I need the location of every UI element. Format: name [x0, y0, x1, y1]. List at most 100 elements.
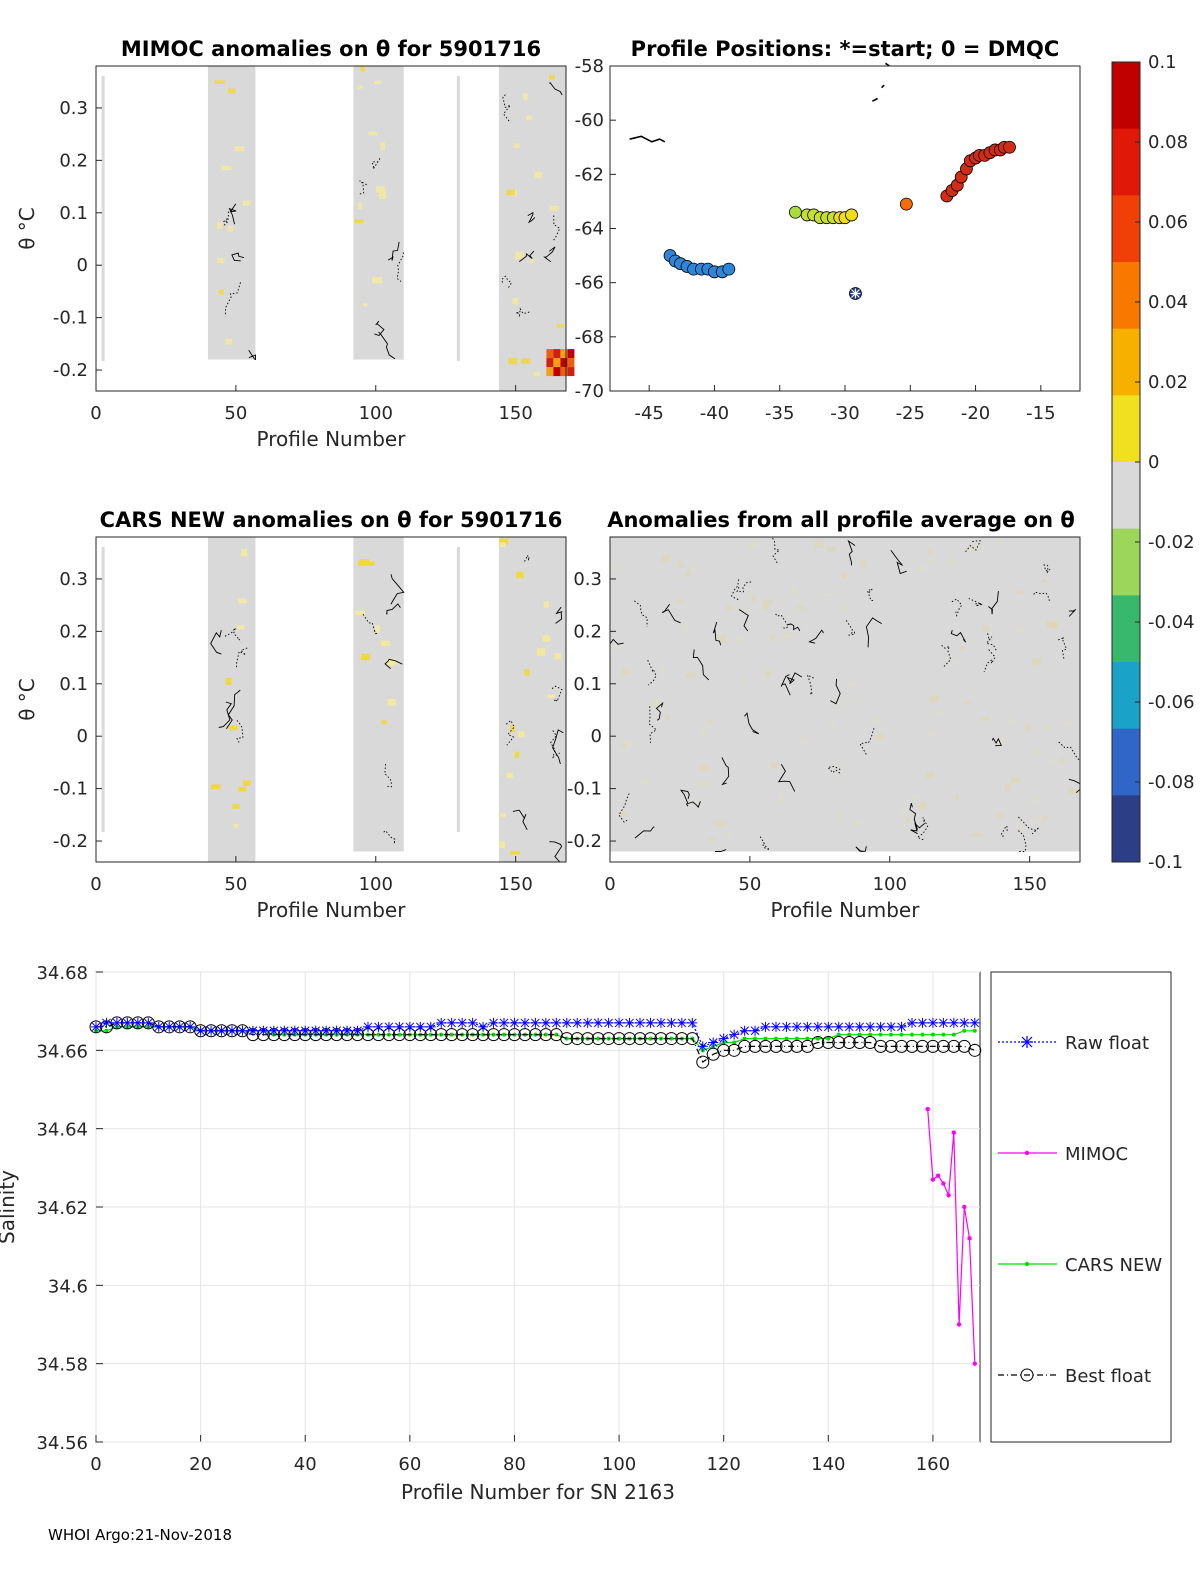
anomaly-patch: [386, 658, 397, 664]
anomaly-patch: [949, 661, 958, 665]
panel-profile-positions: Profile Positions: *=start; 0 = DMQC -45…: [575, 37, 1081, 424]
anomaly-block-2: [498, 537, 566, 862]
footer-credit: WHOI Argo:21-Nov-2018: [48, 1526, 232, 1544]
anomaly-patch: [533, 371, 540, 377]
track-fragment: [629, 135, 666, 143]
contour-line: [826, 765, 842, 775]
anomaly-patch: [1032, 658, 1042, 666]
contour-line: [1068, 609, 1077, 617]
y-tick-label: -70: [575, 381, 604, 402]
raw-float-point: [645, 1017, 656, 1028]
mimoc-point: [967, 1236, 972, 1241]
anomaly-patch: [741, 606, 746, 610]
best-float-point: [675, 1032, 689, 1046]
best-float-point: [936, 1039, 950, 1053]
anomaly-patch: [982, 625, 990, 632]
contour-line: [1043, 564, 1051, 574]
anomaly-patch: [650, 699, 661, 707]
colorbar-tick-label: -0.08: [1148, 772, 1195, 793]
colorbar-segment: [1112, 795, 1140, 863]
anomaly-patch: [237, 625, 245, 630]
anomaly-patch: [211, 784, 221, 790]
anomaly-patch: [925, 772, 934, 779]
cars-new-point: [889, 1032, 894, 1037]
raw-float-point: [206, 1025, 217, 1036]
y-tick-label: -60: [575, 110, 604, 131]
y-tick-label: -0.1: [53, 779, 88, 800]
anomaly-patch: [517, 731, 525, 738]
anomaly-patch: [927, 560, 934, 565]
colorbar-segment: [1112, 662, 1140, 730]
anomaly-patch: [777, 798, 783, 804]
anomaly-patch: [219, 289, 224, 295]
best-float-point: [581, 1032, 595, 1046]
x-tick-label: 50: [738, 874, 761, 895]
raw-float-point: [174, 1021, 185, 1032]
cars-new-point: [805, 1036, 810, 1041]
raw-float-point: [729, 1029, 740, 1040]
contour-line: [543, 246, 556, 263]
anomaly-patch: [221, 165, 232, 171]
contour-line: [226, 689, 241, 730]
anomaly-patch: [387, 698, 396, 706]
contour-line: [224, 627, 241, 641]
y-tick-label: -64: [575, 219, 604, 240]
anomaly-patch: [826, 546, 837, 552]
colorbar-tick-label: 0.06: [1148, 212, 1188, 233]
raw-float-point: [467, 1017, 478, 1028]
best-float-point: [905, 1039, 919, 1053]
y-tick-label: 0.1: [59, 674, 88, 695]
anomaly-patch: [355, 610, 365, 616]
contour-line: [777, 763, 796, 792]
anomaly-patch: [1031, 797, 1040, 804]
colorbar-tick-label: 0: [1148, 452, 1159, 473]
contour-line: [228, 203, 237, 225]
cars-new-point: [376, 1032, 381, 1037]
anomaly-patch: [242, 200, 251, 206]
anomaly-patch: [905, 816, 910, 823]
anomaly-block-0: [610, 537, 1080, 852]
x-tick-label: -15: [1026, 403, 1055, 424]
x-tick-label: 160: [916, 1454, 950, 1475]
raw-float-point: [697, 1041, 708, 1052]
raw-float-point: [143, 1017, 154, 1028]
anomaly-patch: [727, 831, 734, 838]
cars-new-point: [104, 1028, 109, 1033]
raw-float-point: [227, 1025, 237, 1036]
contour-line: [618, 793, 630, 823]
best-float-point: [89, 1020, 103, 1034]
anomaly-patch: [543, 601, 549, 609]
anomaly-patch: [356, 85, 363, 89]
anomaly-patch: [804, 620, 813, 625]
anomaly-patch: [227, 88, 236, 94]
anomaly-patch: [718, 634, 727, 642]
best-float-point: [821, 1036, 835, 1049]
y-tick-label: 0.3: [59, 98, 88, 119]
raw-float-point: [300, 1025, 311, 1036]
cars-new-point: [794, 1036, 799, 1041]
best-float-point: [602, 1032, 616, 1046]
anomaly-patch: [360, 559, 370, 566]
anomaly-patch: [698, 728, 707, 734]
anomaly-patch: [736, 635, 743, 643]
anomaly-patch: [368, 131, 378, 136]
colorbar-segment: [1112, 462, 1140, 530]
anomaly-patch: [534, 171, 543, 178]
best-float-point: [633, 1032, 647, 1046]
mimoc-title: MIMOC anomalies on θ for 5901716: [121, 37, 541, 61]
anomaly-hot-cell: [553, 358, 561, 368]
x-tick-label: 0: [604, 874, 615, 895]
contour-line: [991, 737, 1002, 747]
anomaly-hot-cell: [553, 367, 561, 377]
anomaly-patch: [547, 694, 555, 699]
anomaly-patch: [372, 276, 383, 284]
contour-line: [786, 672, 803, 685]
anomaly-patch: [363, 303, 368, 307]
raw-float-point: [791, 1021, 802, 1032]
contour-line: [357, 180, 367, 195]
anomaly-hot-cell: [546, 349, 554, 359]
x-tick-label: 100: [359, 874, 393, 895]
x-tick-label: 100: [602, 1454, 636, 1475]
y-tick-label: 0.1: [573, 674, 602, 695]
raw-float-point: [739, 1025, 750, 1036]
